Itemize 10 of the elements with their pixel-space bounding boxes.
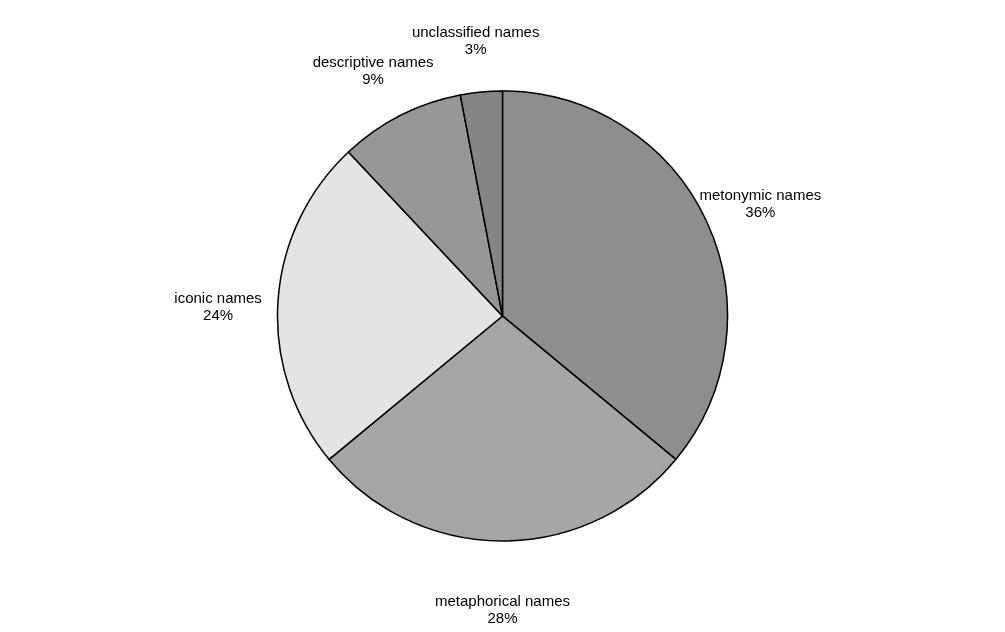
slice-label: descriptive names: [312, 53, 434, 71]
data-label: 24%: [203, 306, 234, 324]
data-label: 36%: [745, 202, 776, 220]
data-label: 28%: [487, 609, 518, 626]
slice-label: iconic names: [174, 289, 262, 307]
data-label: 3%: [464, 40, 487, 58]
slice-label: metonymic names: [699, 185, 822, 203]
slice-label: metaphorical names: [434, 592, 571, 609]
slice-label: unclassified names: [411, 23, 540, 41]
data-label: 9%: [362, 70, 384, 88]
